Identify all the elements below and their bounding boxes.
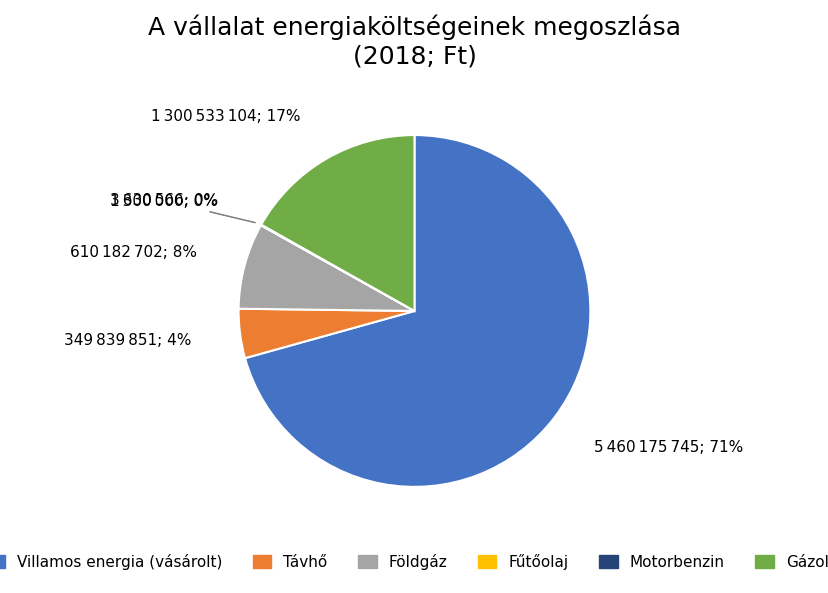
Wedge shape (245, 135, 590, 487)
Wedge shape (261, 135, 414, 311)
Text: 3 630 566; 0%: 3 630 566; 0% (110, 193, 255, 222)
Text: 1 300 000; 0%: 1 300 000; 0% (110, 194, 255, 223)
Wedge shape (261, 225, 414, 311)
Wedge shape (261, 225, 414, 311)
Text: 349 839 851; 4%: 349 839 851; 4% (64, 333, 191, 347)
Legend: Villamos energia (vásárolt), Távhő, Földgáz, Fűtőolaj, Motorbenzin, Gázolaj: Villamos energia (vásárolt), Távhő, Föld… (0, 548, 828, 576)
Title: A vállalat energiaköltségeinek megoszlása
(2018; Ft): A vállalat energiaköltségeinek megoszlás… (148, 15, 680, 68)
Wedge shape (238, 225, 414, 311)
Text: 5 460 175 745; 71%: 5 460 175 745; 71% (593, 439, 742, 455)
Text: 1 300 533 104; 17%: 1 300 533 104; 17% (152, 109, 301, 124)
Text: 610 182 702; 8%: 610 182 702; 8% (70, 246, 197, 260)
Wedge shape (238, 309, 414, 358)
